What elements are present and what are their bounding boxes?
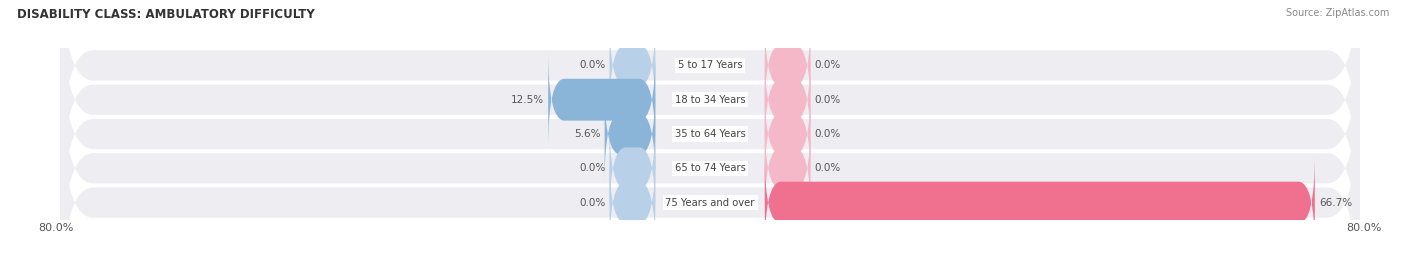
Text: 0.0%: 0.0% (579, 198, 606, 208)
Text: 0.0%: 0.0% (579, 60, 606, 70)
Text: 5 to 17 Years: 5 to 17 Years (678, 60, 742, 70)
FancyBboxPatch shape (60, 46, 1360, 268)
FancyBboxPatch shape (765, 121, 810, 216)
Text: 35 to 64 Years: 35 to 64 Years (675, 129, 745, 139)
FancyBboxPatch shape (765, 52, 810, 147)
Text: 0.0%: 0.0% (814, 163, 841, 173)
Text: 75 Years and over: 75 Years and over (665, 198, 755, 208)
FancyBboxPatch shape (60, 0, 1360, 222)
FancyBboxPatch shape (610, 155, 655, 250)
FancyBboxPatch shape (605, 86, 655, 182)
Text: 66.7%: 66.7% (1319, 198, 1353, 208)
FancyBboxPatch shape (610, 18, 655, 113)
Text: DISABILITY CLASS: AMBULATORY DIFFICULTY: DISABILITY CLASS: AMBULATORY DIFFICULTY (17, 8, 315, 21)
FancyBboxPatch shape (60, 80, 1360, 268)
FancyBboxPatch shape (765, 86, 810, 182)
Text: 0.0%: 0.0% (814, 60, 841, 70)
FancyBboxPatch shape (765, 18, 810, 113)
Text: Source: ZipAtlas.com: Source: ZipAtlas.com (1285, 8, 1389, 18)
FancyBboxPatch shape (60, 0, 1360, 188)
Text: 0.0%: 0.0% (814, 95, 841, 105)
Text: 0.0%: 0.0% (579, 163, 606, 173)
Text: 18 to 34 Years: 18 to 34 Years (675, 95, 745, 105)
FancyBboxPatch shape (765, 155, 1315, 250)
FancyBboxPatch shape (610, 121, 655, 216)
Text: 0.0%: 0.0% (814, 129, 841, 139)
FancyBboxPatch shape (548, 52, 655, 147)
Text: 5.6%: 5.6% (574, 129, 600, 139)
Text: 12.5%: 12.5% (510, 95, 544, 105)
FancyBboxPatch shape (60, 12, 1360, 256)
Text: 65 to 74 Years: 65 to 74 Years (675, 163, 745, 173)
